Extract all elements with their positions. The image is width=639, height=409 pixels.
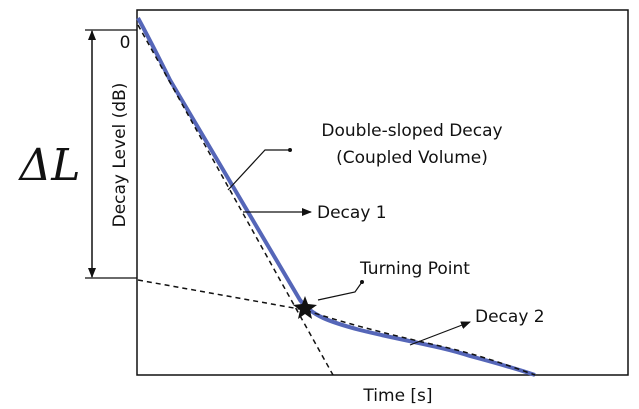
annotation: Turning Point <box>359 259 470 279</box>
turning-star <box>293 296 317 319</box>
delta-l: ΔL <box>18 140 81 191</box>
plot-frame <box>136 9 629 376</box>
y-tick-label: 0 <box>120 33 131 53</box>
leader <box>317 281 363 301</box>
decay-curve <box>136 17 536 377</box>
leader <box>227 149 290 191</box>
arrow <box>409 321 471 346</box>
leader-dot <box>360 280 364 284</box>
annotation: Decay 2 <box>475 307 545 327</box>
x-axis-label: Time [s] <box>362 386 432 406</box>
annotation: Decay 1 <box>317 203 387 223</box>
y-axis-label: Decay Level (dB) <box>110 83 130 228</box>
annotation: (Coupled Volume) <box>336 148 488 168</box>
annotation: Double-sloped Decay <box>321 121 502 141</box>
decay2-fit <box>137 279 536 376</box>
leader-dot <box>288 148 292 152</box>
